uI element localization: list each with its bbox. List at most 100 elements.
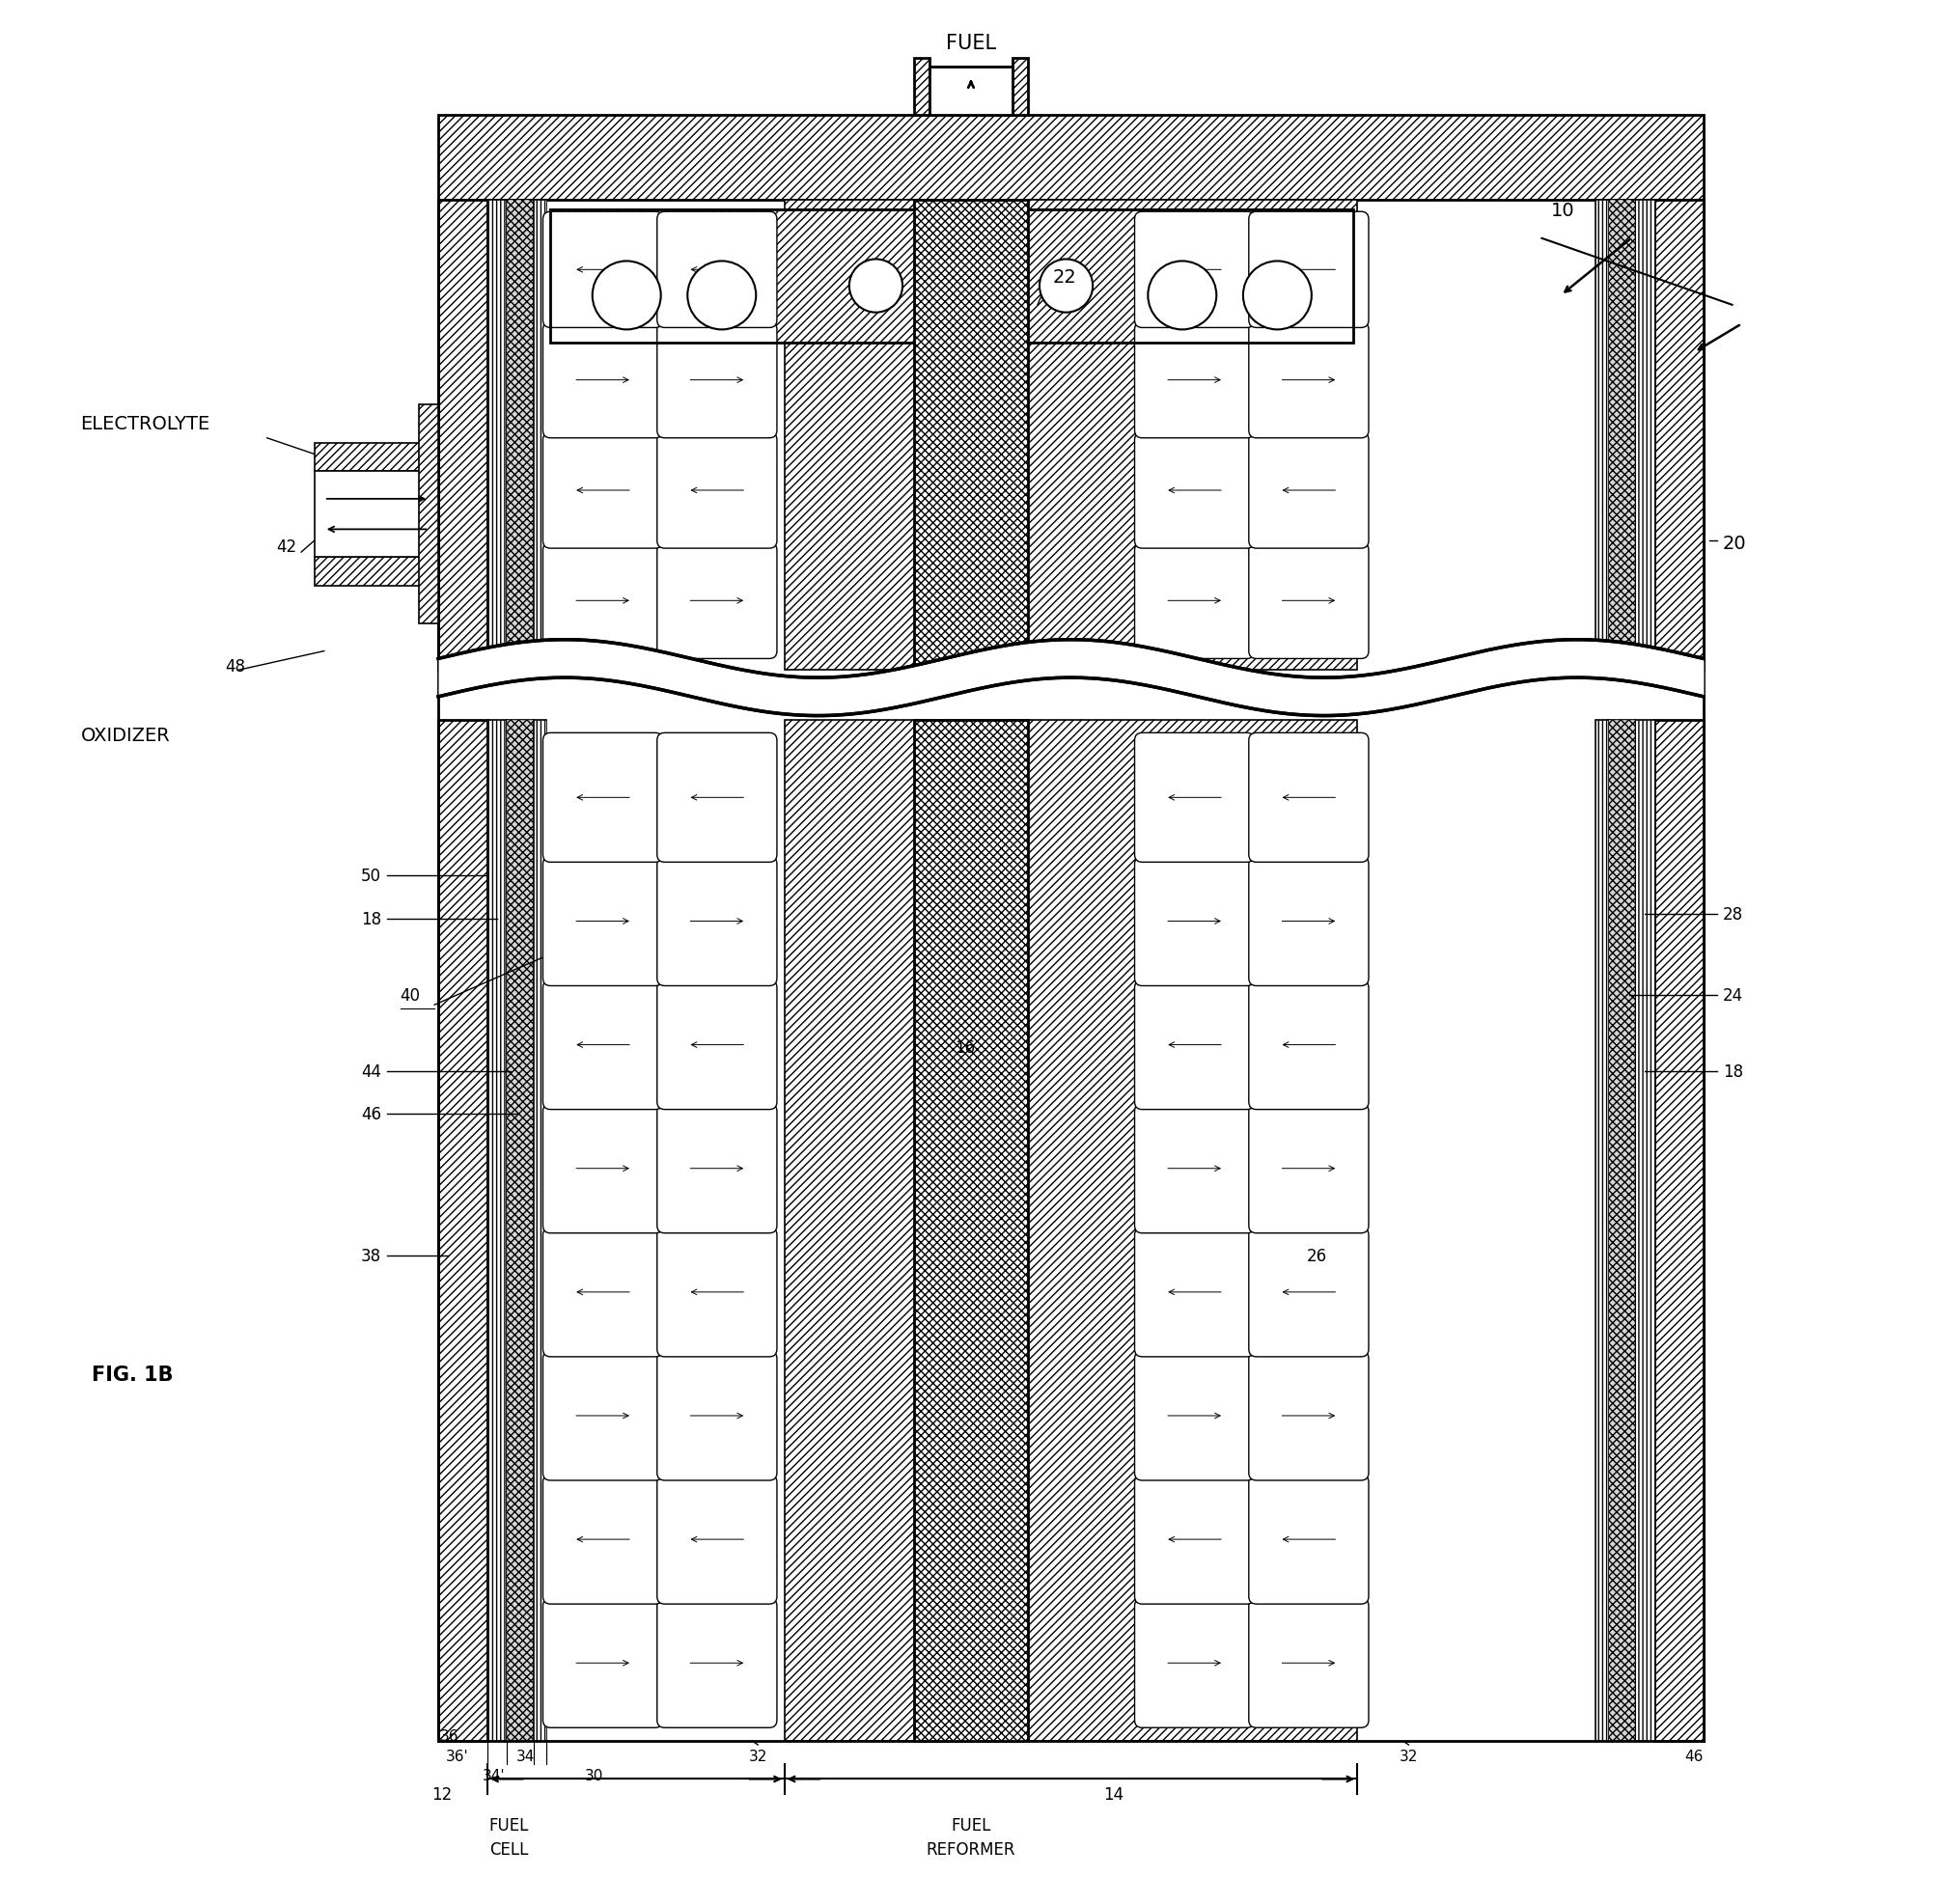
Bar [487, 720, 507, 1740]
Text: 30: 30 [585, 1769, 604, 1782]
Text: 16: 16 [955, 1038, 975, 1055]
Bar [487, 202, 507, 670]
FancyBboxPatch shape [1134, 981, 1255, 1110]
Text: 46: 46 [1684, 1750, 1703, 1763]
Text: REFORMER: REFORMER [926, 1841, 1016, 1858]
FancyBboxPatch shape [544, 543, 662, 659]
FancyBboxPatch shape [1249, 1228, 1369, 1358]
Bar [315, 472, 439, 558]
Text: 18: 18 [361, 910, 381, 929]
Bar [1594, 720, 1608, 1740]
FancyBboxPatch shape [656, 857, 777, 986]
Text: FUEL: FUEL [946, 34, 996, 53]
Bar [785, 202, 1357, 670]
Circle shape [1243, 263, 1311, 329]
Bar [1635, 720, 1655, 1740]
Text: 22: 22 [1053, 268, 1076, 286]
FancyBboxPatch shape [544, 1352, 662, 1481]
FancyBboxPatch shape [1134, 213, 1255, 327]
FancyBboxPatch shape [1249, 1599, 1369, 1727]
Text: 26: 26 [1307, 1247, 1328, 1264]
FancyBboxPatch shape [1249, 1104, 1369, 1234]
FancyBboxPatch shape [544, 857, 662, 986]
FancyBboxPatch shape [656, 213, 777, 327]
Text: 28: 28 [1723, 904, 1742, 923]
Bar [315, 558, 439, 586]
Text: 12: 12 [431, 1786, 452, 1803]
Bar [1608, 202, 1635, 670]
Bar [1014, 59, 1027, 116]
Bar [1594, 202, 1608, 670]
FancyBboxPatch shape [656, 981, 777, 1110]
FancyBboxPatch shape [656, 1352, 777, 1481]
Bar [507, 720, 534, 1740]
FancyBboxPatch shape [656, 1104, 777, 1234]
FancyBboxPatch shape [1134, 733, 1255, 863]
Text: FUEL: FUEL [952, 1816, 990, 1834]
Bar [1594, 202, 1608, 670]
FancyBboxPatch shape [1249, 857, 1369, 986]
Bar [534, 720, 548, 1740]
FancyBboxPatch shape [1249, 733, 1369, 863]
FancyBboxPatch shape [544, 213, 662, 327]
FancyBboxPatch shape [656, 733, 777, 863]
Bar [1608, 720, 1635, 1740]
Bar [1608, 202, 1635, 670]
Text: 46: 46 [361, 1104, 381, 1121]
FancyBboxPatch shape [1249, 981, 1369, 1110]
FancyBboxPatch shape [1249, 432, 1369, 548]
Bar [550, 211, 1354, 343]
Bar [915, 202, 1027, 670]
Text: 24: 24 [1723, 986, 1742, 1005]
Bar [1635, 202, 1655, 670]
Bar [915, 720, 1027, 1740]
Bar [507, 720, 534, 1740]
Bar [507, 202, 534, 670]
Text: 34: 34 [517, 1750, 536, 1763]
FancyBboxPatch shape [656, 1599, 777, 1727]
Text: 40: 40 [400, 986, 421, 1005]
Bar [1635, 720, 1655, 1740]
FancyBboxPatch shape [544, 1104, 662, 1234]
FancyBboxPatch shape [1249, 213, 1369, 327]
Text: 20: 20 [1723, 533, 1746, 552]
Bar [487, 202, 507, 670]
FancyBboxPatch shape [544, 1476, 662, 1605]
FancyBboxPatch shape [656, 432, 777, 548]
FancyBboxPatch shape [1249, 1352, 1369, 1481]
FancyBboxPatch shape [1249, 1476, 1369, 1605]
Text: 10: 10 [1552, 202, 1575, 219]
Text: 32: 32 [748, 1750, 767, 1763]
Text: 38: 38 [361, 1247, 381, 1264]
FancyBboxPatch shape [656, 322, 777, 438]
Text: CELL: CELL [489, 1841, 528, 1858]
FancyBboxPatch shape [1134, 1599, 1255, 1727]
Text: 32: 32 [1400, 1750, 1418, 1763]
FancyBboxPatch shape [544, 322, 662, 438]
Bar [928, 69, 1014, 116]
Bar [1635, 202, 1655, 670]
Text: FUEL: FUEL [489, 1816, 528, 1834]
Bar [534, 202, 548, 670]
Bar [439, 202, 487, 670]
Bar [419, 406, 439, 625]
Text: FIG. 1B: FIG. 1B [91, 1365, 173, 1384]
Text: 34': 34' [482, 1769, 505, 1782]
Text: 36': 36' [447, 1750, 468, 1763]
Bar [1655, 202, 1703, 670]
Circle shape [1039, 261, 1093, 312]
FancyBboxPatch shape [1134, 857, 1255, 986]
FancyBboxPatch shape [544, 1228, 662, 1358]
Text: 44: 44 [361, 1062, 381, 1080]
Bar [315, 444, 439, 472]
FancyBboxPatch shape [656, 1228, 777, 1358]
FancyBboxPatch shape [656, 543, 777, 659]
FancyBboxPatch shape [1134, 322, 1255, 438]
Bar [1594, 720, 1608, 1740]
FancyBboxPatch shape [544, 981, 662, 1110]
Bar [534, 202, 548, 670]
Text: 14: 14 [1103, 1786, 1124, 1803]
Text: 18: 18 [1723, 1062, 1742, 1080]
Bar [550, 211, 1354, 343]
Bar [439, 116, 1703, 202]
